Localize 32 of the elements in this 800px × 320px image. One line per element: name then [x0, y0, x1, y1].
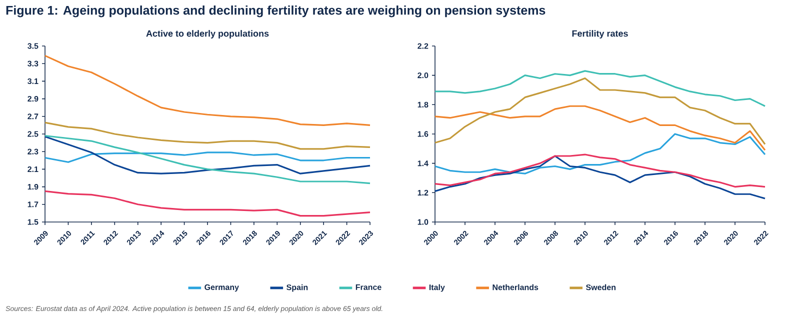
y-tick-label: 2.9: [28, 96, 38, 102]
y-tick-label: 2.3: [28, 148, 38, 154]
y-tick-label: 1.2: [418, 190, 428, 196]
y-tick-label: 1.9: [28, 184, 38, 190]
y-tick-label: 2.0: [418, 72, 428, 78]
chart-subtitle: Active to elderly populations: [146, 30, 269, 38]
y-tick-label: 1.0: [418, 219, 428, 225]
chart-title: Figure 1: Ageing populations and declining fertility rates are weighing on pension systems: [6, 6, 546, 18]
legend-label: Netherlands: [492, 284, 538, 290]
y-tick-label: 3.1: [28, 78, 38, 84]
y-tick-label: 2.5: [28, 131, 38, 137]
line-series: [44, 54, 371, 126]
y-tick-label: 2.7: [28, 114, 38, 120]
legend-label: Italy: [429, 284, 445, 292]
line-series: [44, 122, 371, 150]
y-tick-label: 1.4: [418, 160, 428, 166]
y-tick-label: 3.3: [28, 60, 38, 66]
legend-label: Sweden: [586, 284, 616, 290]
legend-label: Spain: [286, 284, 308, 292]
y-tick-label: 1.6: [418, 131, 428, 137]
line-series: [434, 105, 766, 151]
y-tick-label: 3.5: [28, 43, 38, 49]
legend-label: Germany: [204, 284, 239, 292]
line-series: [434, 133, 766, 174]
y-tick-label: 2.2: [418, 43, 428, 49]
y-tick-label: 1.7: [28, 202, 38, 208]
y-tick-label: 2.1: [28, 166, 38, 172]
legend-label: France: [356, 284, 382, 290]
line-series: [434, 77, 766, 146]
y-tick-label: 1.8: [418, 102, 428, 108]
chart-subtitle: Fertility rates: [572, 30, 628, 38]
y-tick-label: 1.5: [28, 219, 38, 225]
